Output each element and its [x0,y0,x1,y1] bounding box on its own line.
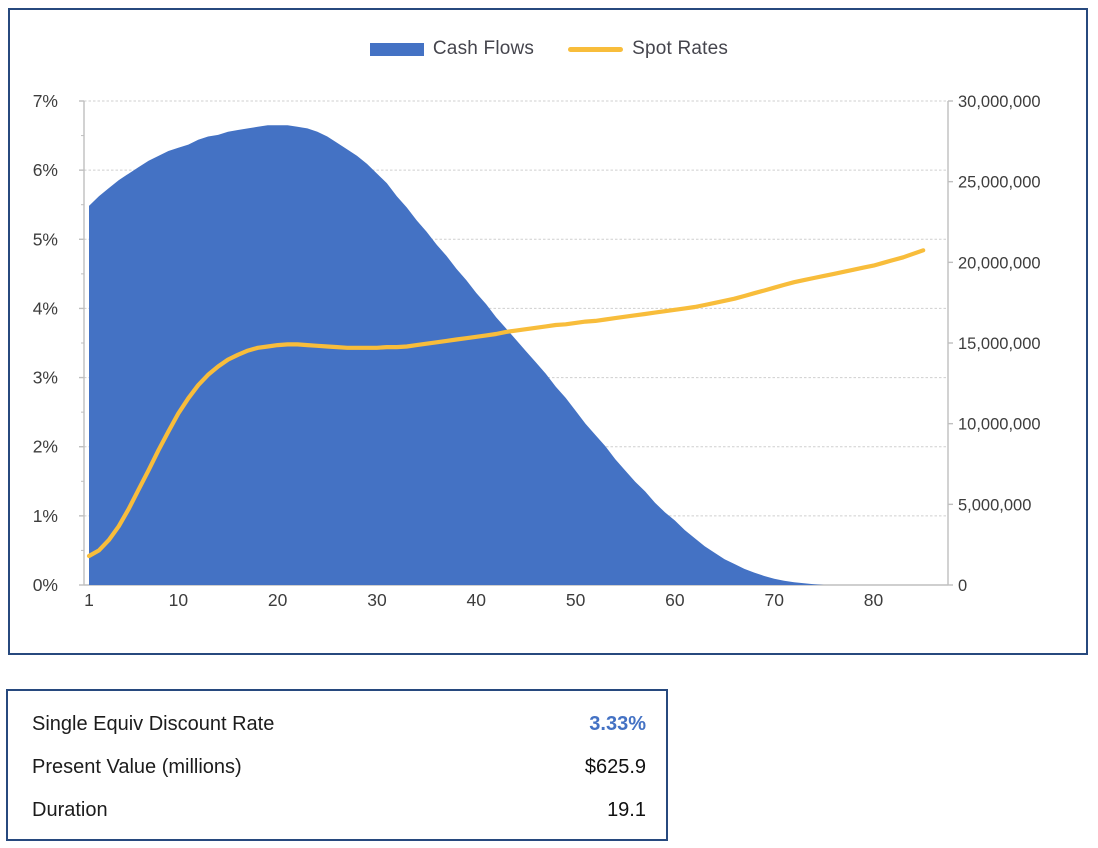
legend-item-cash-flows: Cash Flows [369,38,535,60]
legend-label-cash-flows: Cash Flows [432,38,535,59]
right-axis-tick-label: 10,000,000 [958,416,1041,434]
left-axis-tick-label: 0% [33,575,58,595]
cash-flow-spot-rate-chart: 0% 1% 2% 3% 4% 5% 6% 7% 0 5,000,000 10,000,000 15,0… [33,91,1041,610]
x-axis-tick-label: 50 [566,590,586,610]
spot-rates-line-swatch [568,46,624,52]
right-axis-tick-label: 25,000,000 [958,174,1041,192]
row-label-present-value: Present Value (millions) [32,756,242,778]
x-axis-tick-label: 20 [268,590,288,610]
cash-flows-area-swatch [369,42,424,56]
row-value-single-equiv-discount-rate: 3.33% [589,713,646,735]
right-axis-tick-label: 0 [958,577,967,595]
cash-flows-area [89,125,824,585]
table-row: Present Value (millions) $625.9 [32,746,646,789]
legend-item-spot-rates: Spot Rates [568,38,728,60]
left-axis-tick-label: 6% [33,160,58,180]
right-axis-tick-label: 15,000,000 [958,335,1041,353]
summary-table: Single Equiv Discount Rate 3.33% Present… [6,689,668,841]
row-label-duration: Duration [32,799,108,821]
left-axis-tick-label: 2% [33,437,58,457]
table-row: Single Equiv Discount Rate 3.33% [32,703,646,746]
row-label-single-equiv-discount-rate: Single Equiv Discount Rate [32,713,275,735]
row-value-present-value: $625.9 [584,756,646,778]
legend-label-spot-rates: Spot Rates [632,38,729,59]
x-axis-tick-label: 10 [169,590,189,610]
row-value-duration: 19.1 [607,799,646,821]
spot-rates-line [86,248,926,559]
left-axis-tick-label: 5% [33,229,58,249]
chart-legend: Cash Flows Spot Rates [0,38,1098,60]
table-row: Duration 19.1 [32,789,646,832]
right-axis-tick-label: 20,000,000 [958,254,1041,272]
left-axis-tick-label: 7% [33,91,58,111]
x-axis-tick-label: 80 [864,590,884,610]
x-axis-tick-label: 1 [84,590,94,610]
x-axis-tick-label: 40 [467,590,487,610]
x-axis-tick-label: 70 [764,590,784,610]
left-axis-tick-label: 1% [33,506,58,526]
right-axis-tick-label: 30,000,000 [958,93,1041,111]
right-axis-tick-label: 5,000,000 [958,496,1031,514]
left-axis-tick-label: 3% [33,368,58,388]
x-axis-tick-label: 60 [665,590,685,610]
left-axis-tick-label: 4% [33,298,58,318]
x-axis-tick-label: 30 [367,590,387,610]
